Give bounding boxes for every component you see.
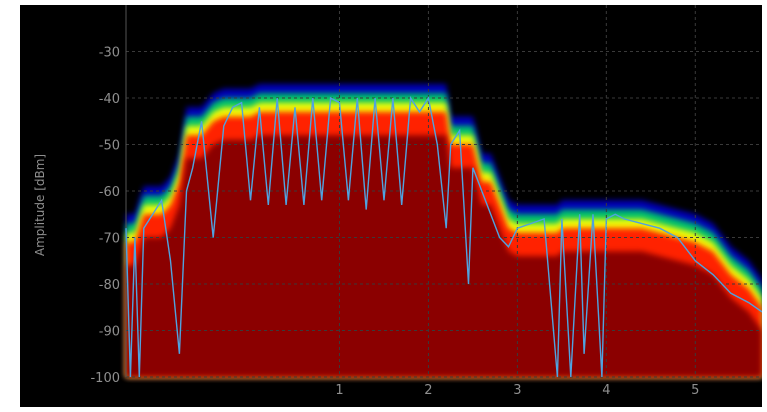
- spectrum-plot: -30 -40 -50 -60 -70 -80 -90 -100 1 2 3 4 5 Amplitud…: [33, 5, 762, 398]
- y-tick-label: -30: [99, 46, 120, 61]
- y-tick-label: -40: [99, 92, 120, 107]
- y-axis-label: Amplitude [dBm]: [33, 154, 47, 256]
- trace-line: [125, 95, 762, 378]
- y-tick-labels: -30 -40 -50 -60 -70 -80 -90 -100: [90, 46, 120, 387]
- y-tick-label: -70: [99, 232, 120, 247]
- x-tick-label: 2: [424, 383, 432, 398]
- y-tick-label: -90: [99, 325, 120, 340]
- heatmap-layer: [126, 84, 762, 378]
- y-tick-label: -60: [99, 185, 120, 200]
- grid-lines: [125, 5, 762, 378]
- x-tick-label: 1: [335, 383, 343, 398]
- x-tick-label: 3: [513, 383, 521, 398]
- x-tick-label: 4: [602, 383, 610, 398]
- x-tick-labels: 1 2 3 4 5: [335, 383, 699, 398]
- spectrum-chart: -30 -40 -50 -60 -70 -80 -90 -100 1 2 3 4 5 Amplitud…: [20, 5, 762, 407]
- y-tick-label: -80: [99, 278, 120, 293]
- y-tick-label: -100: [90, 371, 120, 386]
- trace-layer: [125, 95, 762, 378]
- y-tick-label: -50: [99, 139, 120, 154]
- x-tick-label: 5: [691, 383, 699, 398]
